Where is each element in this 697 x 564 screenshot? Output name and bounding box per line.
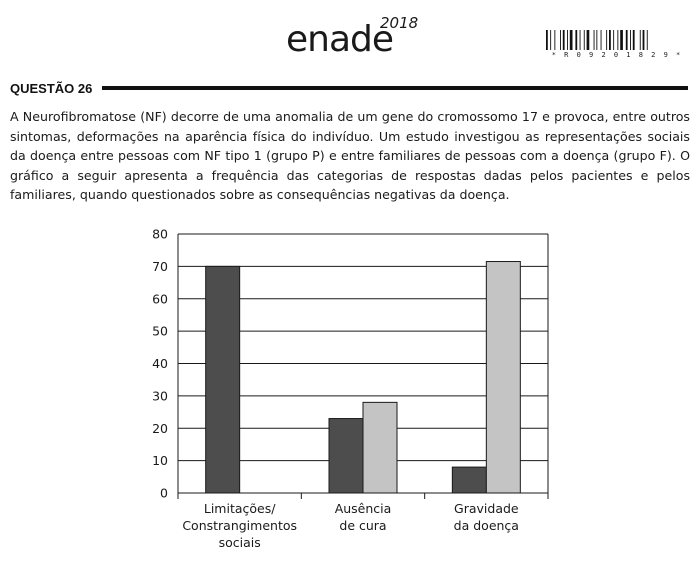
category-label: Constrangimentos <box>182 518 297 533</box>
question-divider <box>102 86 688 90</box>
logo-year: 2018 <box>380 14 419 32</box>
question-header: QUESTÃO 26 <box>10 79 688 97</box>
y-tick-label: 30 <box>152 388 168 403</box>
bar-series-1-cat-1 <box>205 265 241 494</box>
category-label: sociais <box>219 535 261 550</box>
logo-word: enade <box>286 19 394 60</box>
bar-series-1-cat-3 <box>451 466 487 494</box>
category-label: da doença <box>454 518 519 533</box>
y-tick-label: 70 <box>152 259 168 274</box>
category-label: Gravidade <box>454 501 519 516</box>
barcode <box>546 30 648 50</box>
bar-series-2-cat-3 <box>485 261 521 494</box>
y-tick-label: 50 <box>152 324 168 339</box>
question-text: A Neurofibromatose (NF) decorre de uma a… <box>10 109 690 202</box>
y-tick-label: 60 <box>152 291 168 306</box>
category-label: de cura <box>339 518 386 533</box>
barcode-digits: * R 0 9 2 0 1 8 2 9 * <box>551 51 683 59</box>
category-label: Ausência <box>335 501 392 516</box>
y-tick-label: 0 <box>160 486 168 501</box>
y-tick-label: 10 <box>152 453 168 468</box>
category-label: Limitações/ <box>204 501 276 516</box>
y-tick-label: 40 <box>152 356 168 371</box>
bar-series-1-cat-2 <box>328 418 364 494</box>
enade-logo: enade 2018 <box>286 14 419 64</box>
y-tick-label: 80 <box>152 227 168 242</box>
bar-chart: 0 10 20 30 40 50 60 70 80 Limitações/Constrangime… <box>152 227 549 550</box>
bar-series-2-cat-2 <box>362 401 398 494</box>
question-title: QUESTÃO 26 <box>10 80 93 96</box>
y-tick-label: 20 <box>152 421 168 436</box>
